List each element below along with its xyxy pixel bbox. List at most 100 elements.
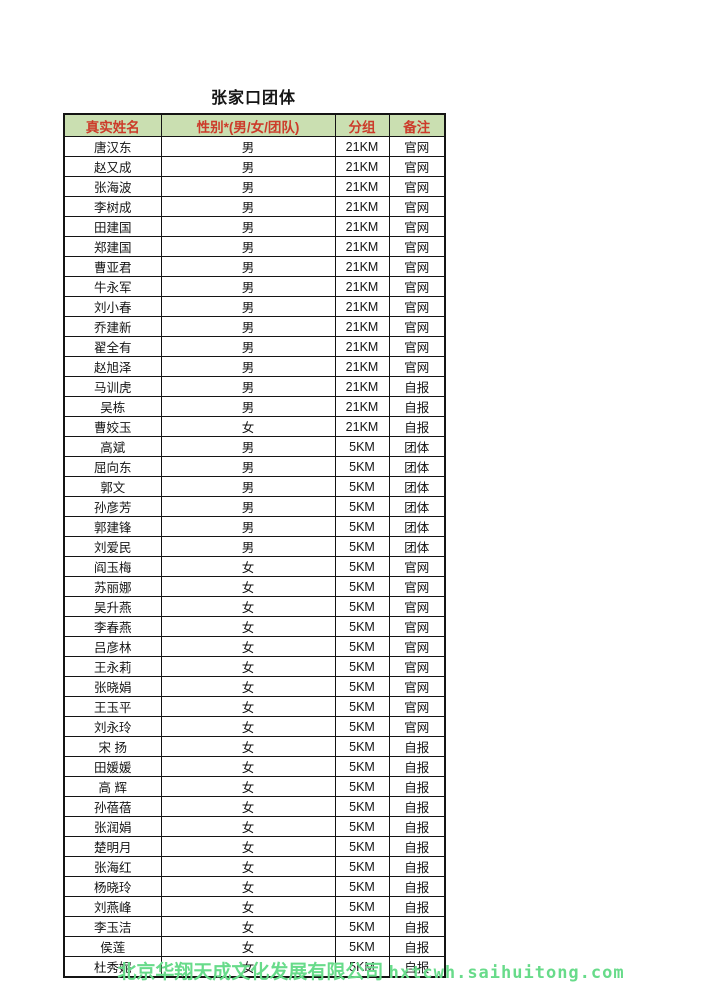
table-cell-gender: 女	[160, 776, 336, 797]
table-cell-note: 官网	[388, 176, 446, 197]
table-row: 刘小春男 21KM 官网	[63, 296, 446, 317]
table-cell-note: 官网	[388, 296, 446, 317]
table-cell-name: 曹姣玉	[63, 416, 162, 437]
table-row: 张海波男 21KM 官网	[63, 176, 446, 197]
table-cell-note: 自报	[388, 876, 446, 897]
table-cell-name: 王玉平	[63, 696, 162, 717]
table-cell-gender: 女	[160, 856, 336, 877]
table-cell-name: 杜秀妮	[63, 956, 162, 978]
table-row: 刘永玲女 5KM 官网	[63, 716, 446, 737]
table-cell-gender: 女	[160, 876, 336, 897]
table-row: 郭建锋男 5KM 团体	[63, 516, 446, 537]
table-cell-name: 高斌	[63, 436, 162, 457]
table-cell-name: 孙彦芳	[63, 496, 162, 517]
table-cell-group: 5KM	[334, 916, 390, 937]
table-cell-note: 团体	[388, 496, 446, 517]
table-cell-note: 官网	[388, 256, 446, 277]
table-cell-name: 郭建锋	[63, 516, 162, 537]
table-cell-gender: 男	[160, 476, 336, 497]
table-cell-gender: 男	[160, 516, 336, 537]
table-cell-name: 牛永军	[63, 276, 162, 297]
table-cell-gender: 男	[160, 496, 336, 517]
table-cell-gender: 女	[160, 616, 336, 637]
table-row: 侯莲女 5KM 自报	[63, 936, 446, 957]
table-cell-gender: 女	[160, 816, 336, 837]
table-cell-name: 宋 扬	[63, 736, 162, 757]
table-cell-note: 团体	[388, 436, 446, 457]
watermark-footer: 北京华翔天成文化发展有限公司 hxtcwh.saihuitong.com	[40, 957, 702, 984]
table-row: 乔建新男 21KM 官网	[63, 316, 446, 337]
table-cell-name: 李春燕	[63, 616, 162, 637]
table-cell-note: 官网	[388, 356, 446, 377]
table-cell-note: 自报	[388, 856, 446, 877]
table-cell-gender: 女	[160, 416, 336, 437]
table-cell-gender: 男	[160, 356, 336, 377]
table-row: 张晓娟女 5KM 官网	[63, 676, 446, 697]
table-row: 郑建国男 21KM 官网	[63, 236, 446, 257]
table-cell-note: 自报	[388, 416, 446, 437]
table-cell-note: 自报	[388, 816, 446, 837]
table-cell-group: 21KM	[334, 236, 390, 257]
table-cell-name: 吴栋	[63, 396, 162, 417]
table-cell-note: 自报	[388, 756, 446, 777]
table-cell-gender: 男	[160, 456, 336, 477]
table-cell-gender: 男	[160, 296, 336, 317]
table-cell-note: 团体	[388, 476, 446, 497]
table-cell-name: 阎玉梅	[63, 556, 162, 577]
table-row: 王玉平女 5KM 官网	[63, 696, 446, 717]
table-cell-gender: 男	[160, 176, 336, 197]
table-cell-gender: 女	[160, 916, 336, 937]
table-cell-note: 官网	[388, 196, 446, 217]
table-cell-group: 21KM	[334, 156, 390, 177]
table-cell-gender: 女	[160, 656, 336, 677]
table-cell-note: 官网	[388, 316, 446, 337]
table-cell-gender: 男	[160, 136, 336, 157]
table-cell-group: 5KM	[334, 896, 390, 917]
table-cell-name: 侯莲	[63, 936, 162, 957]
table-cell-gender: 女	[160, 696, 336, 717]
table-cell-group: 5KM	[334, 656, 390, 677]
table-cell-name: 吴升燕	[63, 596, 162, 617]
table-row: 高 辉女 5KM 自报	[63, 776, 446, 797]
table-cell-note: 官网	[388, 616, 446, 637]
table-cell-name: 张润娟	[63, 816, 162, 837]
table-row: 牛永军男 21KM 官网	[63, 276, 446, 297]
table-cell-gender: 女	[160, 896, 336, 917]
table-cell-group: 21KM	[334, 216, 390, 237]
table-row: 吴升燕女 5KM 官网	[63, 596, 446, 617]
table-cell-group: 21KM	[334, 256, 390, 277]
page-title: 张家口团体	[210, 90, 296, 107]
table-cell-note: 官网	[388, 156, 446, 177]
table-cell-note: 团体	[388, 456, 446, 477]
table-cell-gender: 女	[160, 956, 336, 978]
table-cell-note: 官网	[388, 216, 446, 237]
table-cell-group: 21KM	[334, 376, 390, 397]
table-cell-name: 楚明月	[63, 836, 162, 857]
table-cell-gender: 女	[160, 936, 336, 957]
table-row: 李春燕女 5KM 官网	[63, 616, 446, 637]
table-cell-name: 王永莉	[63, 656, 162, 677]
table-cell-note: 自报	[388, 396, 446, 417]
table-cell-note: 官网	[388, 556, 446, 577]
table-cell-group: 5KM	[334, 776, 390, 797]
table-cell-name: 张海波	[63, 176, 162, 197]
table-cell-name: 郭文	[63, 476, 162, 497]
table-cell-note: 官网	[388, 136, 446, 157]
table-row: 翟全有男 21KM 官网	[63, 336, 446, 357]
table-cell-gender: 男	[160, 396, 336, 417]
table-cell-note: 自报	[388, 776, 446, 797]
table-cell-group: 5KM	[334, 436, 390, 457]
table-row: 马训虎男 21KM 自报	[63, 376, 446, 397]
table-cell-gender: 男	[160, 316, 336, 337]
table-cell-group: 21KM	[334, 336, 390, 357]
table-cell-gender: 男	[160, 276, 336, 297]
table-cell-name: 赵旭泽	[63, 356, 162, 377]
table-cell-gender: 男	[160, 216, 336, 237]
table-cell-note: 团体	[388, 536, 446, 557]
table-row: 苏丽娜女 5KM 官网	[63, 576, 446, 597]
table-cell-group: 5KM	[334, 556, 390, 577]
table-row: 杜秀妮女 5KM 自报	[63, 956, 446, 978]
table-row: 孙彦芳男 5KM 团体	[63, 496, 446, 517]
table-cell-group: 21KM	[334, 196, 390, 217]
table-cell-name: 郑建国	[63, 236, 162, 257]
